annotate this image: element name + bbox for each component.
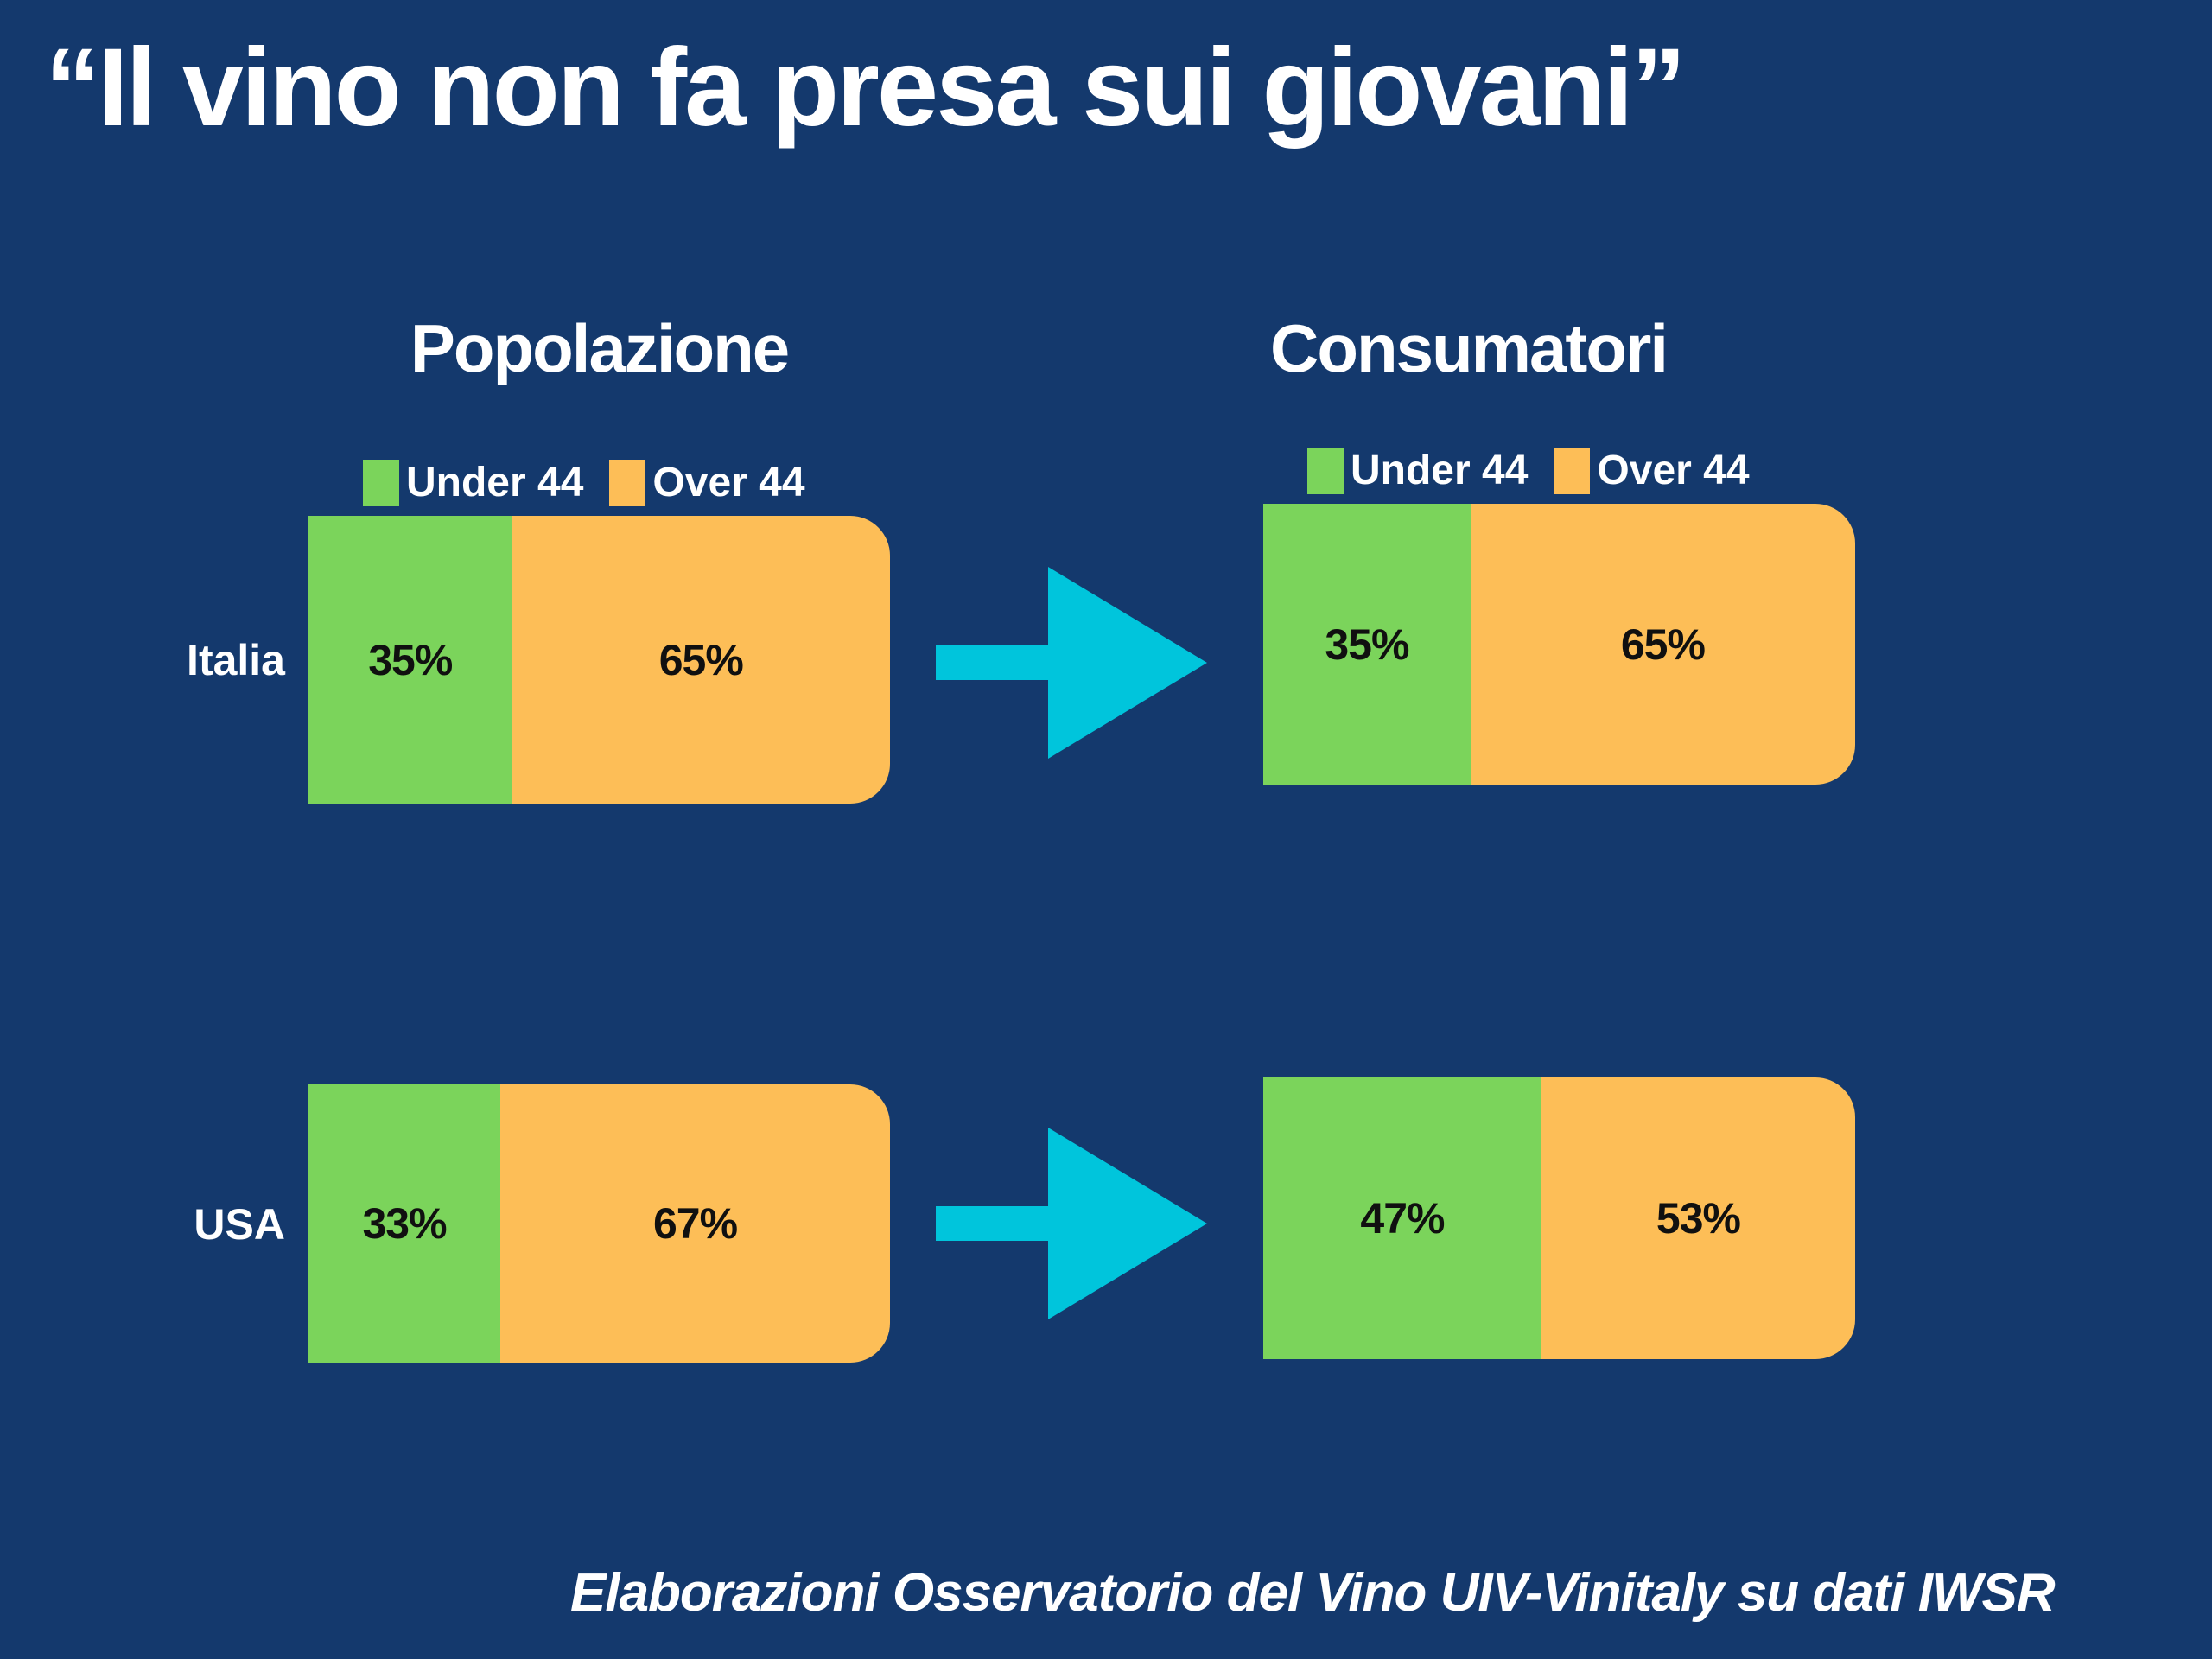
column-heading-popolazione: Popolazione — [410, 310, 790, 386]
over44-legend-label: Over 44 — [1597, 448, 1750, 493]
over44-swatch-icon — [609, 459, 646, 506]
under44-swatch-icon — [363, 459, 399, 506]
popolazione-italia-over44-segment: 65% — [512, 516, 890, 804]
legend-popolazione: Under 44 Over 44 — [363, 459, 805, 506]
row-label-usa: USA — [194, 1200, 285, 1249]
consumatori-italia-over44-segment: 65% — [1470, 504, 1855, 785]
flow-arrow-usa — [936, 1128, 1207, 1319]
bar-popolazione-usa: 33% 67% — [308, 1084, 890, 1363]
bar-popolazione-italia: 35% 65% — [308, 516, 890, 804]
popolazione-usa-over44-segment: 67% — [500, 1084, 890, 1363]
consumatori-usa-over44-value: 53% — [1656, 1194, 1741, 1243]
consumatori-italia-under44-value: 35% — [1325, 620, 1409, 669]
popolazione-italia-under44-segment: 35% — [308, 516, 512, 804]
under44-swatch-icon — [1307, 447, 1344, 494]
over44-legend-label: Over 44 — [652, 460, 805, 505]
under44-legend-label: Under 44 — [406, 460, 584, 505]
consumatori-italia-under44-segment: 35% — [1263, 504, 1471, 785]
row-label-italia: Italia — [187, 636, 285, 684]
legend-consumatori: Under 44 Over 44 — [1307, 447, 1750, 494]
main-title: “Il vino non fa presa sui giovani” — [45, 26, 1687, 149]
column-heading-consumatori: Consumatori — [1269, 310, 1669, 386]
over44-swatch-icon — [1554, 447, 1591, 494]
popolazione-italia-under44-value: 35% — [368, 635, 453, 684]
flow-arrow-italia — [936, 567, 1207, 759]
consumatori-usa-over44-segment: 53% — [1541, 1077, 1855, 1359]
popolazione-usa-under44-segment: 33% — [308, 1084, 501, 1363]
popolazione-usa-under44-value: 33% — [362, 1199, 448, 1248]
bar-consumatori-italia: 35% 65% — [1263, 504, 1855, 785]
source-credit: Elaborazioni Osservatorio del Vino UIV-V… — [570, 1563, 2056, 1623]
bar-consumatori-usa: 47% 53% — [1263, 1077, 1855, 1359]
popolazione-usa-over44-value: 67% — [652, 1199, 738, 1248]
under44-legend-label: Under 44 — [1351, 448, 1529, 493]
consumatori-usa-under44-value: 47% — [1360, 1194, 1445, 1243]
consumatori-italia-over44-value: 65% — [1620, 620, 1706, 669]
consumatori-usa-under44-segment: 47% — [1263, 1077, 1541, 1359]
popolazione-italia-over44-value: 65% — [658, 635, 744, 684]
